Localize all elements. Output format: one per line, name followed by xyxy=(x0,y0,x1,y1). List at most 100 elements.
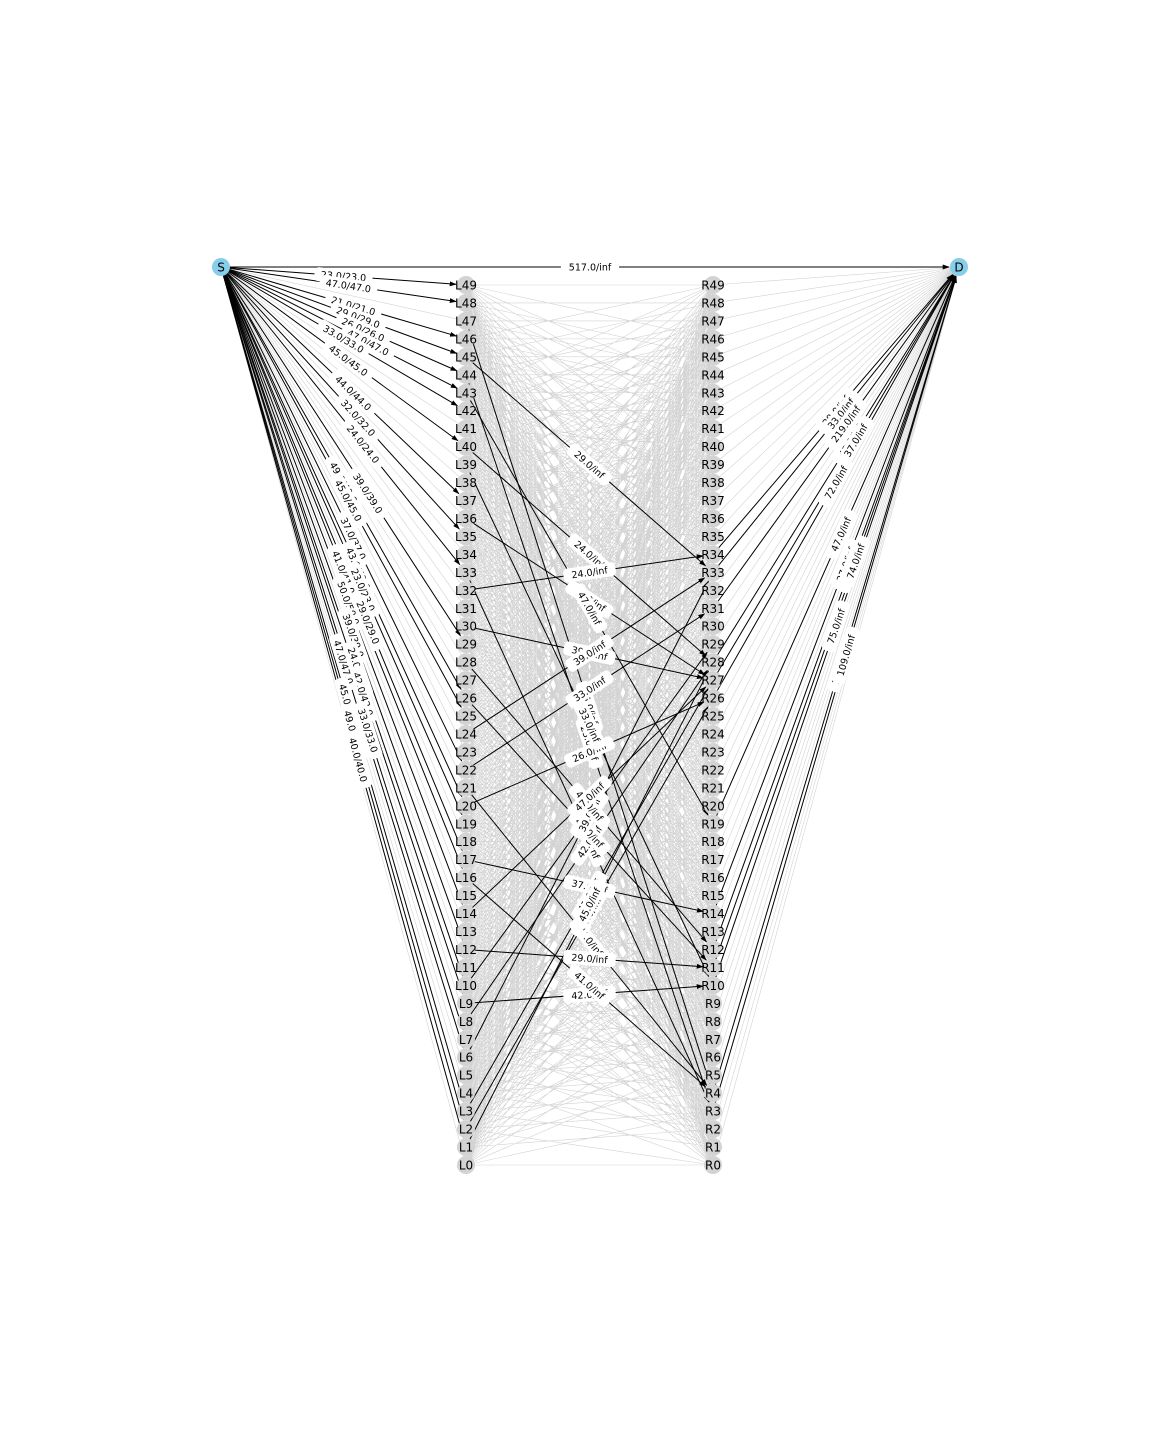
edge-l12-r11-label: 29.0/inf xyxy=(563,950,616,968)
node-r2-label: R2 xyxy=(705,1123,721,1137)
node-l27-label: L27 xyxy=(455,674,477,688)
node-l39: L39 xyxy=(455,456,477,474)
node-r48: R48 xyxy=(701,294,725,312)
node-l24: L24 xyxy=(455,725,477,743)
node-l43-label: L43 xyxy=(455,386,477,400)
node-r24: R24 xyxy=(701,725,725,743)
node-l33-label: L33 xyxy=(455,566,477,580)
node-l17: L17 xyxy=(455,851,477,869)
node-l47: L47 xyxy=(455,312,477,330)
node-l49: L49 xyxy=(455,276,477,294)
node-l49-label: L49 xyxy=(455,279,477,293)
node-r7: R7 xyxy=(704,1030,722,1048)
node-l7-label: L7 xyxy=(459,1033,473,1047)
node-l30-label: L30 xyxy=(455,620,477,634)
node-l6-label: L6 xyxy=(459,1051,473,1065)
node-r47-label: R47 xyxy=(701,314,725,328)
node-r30-label: R30 xyxy=(701,620,725,634)
node-r20: R20 xyxy=(701,797,725,815)
node-l18: L18 xyxy=(455,833,477,851)
node-l30: L30 xyxy=(455,617,477,635)
node-r11: R11 xyxy=(701,958,725,976)
node-l14-label: L14 xyxy=(455,907,477,921)
node-l19: L19 xyxy=(455,815,477,833)
node-l1: L1 xyxy=(457,1138,475,1156)
node-r37: R37 xyxy=(701,492,725,510)
node-l14: L14 xyxy=(455,905,477,923)
node-r21: R21 xyxy=(701,779,725,797)
node-sink: D xyxy=(950,258,968,276)
node-l35: L35 xyxy=(455,527,477,545)
node-l29-label: L29 xyxy=(455,638,477,652)
node-r5-label: R5 xyxy=(705,1069,721,1083)
node-r49: R49 xyxy=(701,276,725,294)
node-r15: R15 xyxy=(701,887,725,905)
edge-label-text: 517.0/inf xyxy=(569,263,612,274)
node-l33: L33 xyxy=(455,563,477,581)
node-r2: R2 xyxy=(704,1120,722,1138)
node-l26-label: L26 xyxy=(455,692,477,706)
node-r39: R39 xyxy=(701,456,725,474)
node-l32: L32 xyxy=(455,581,477,599)
node-l28-label: L28 xyxy=(455,656,477,670)
node-l13: L13 xyxy=(455,923,477,941)
node-l19-label: L19 xyxy=(455,817,477,831)
node-r49-label: R49 xyxy=(701,279,725,293)
node-l46: L46 xyxy=(455,330,477,348)
node-l9: L9 xyxy=(457,994,475,1012)
node-l12: L12 xyxy=(455,940,477,958)
node-r14: R14 xyxy=(701,905,725,923)
node-r3-label: R3 xyxy=(705,1105,721,1119)
node-r5: R5 xyxy=(704,1066,722,1084)
node-l23-label: L23 xyxy=(455,745,477,759)
node-r40-label: R40 xyxy=(701,440,725,454)
node-r29: R29 xyxy=(701,635,725,653)
node-l38-label: L38 xyxy=(455,476,477,490)
node-r37-label: R37 xyxy=(701,494,725,508)
node-l16-label: L16 xyxy=(455,871,477,885)
node-l3-label: L3 xyxy=(459,1105,473,1119)
node-l34: L34 xyxy=(455,545,477,563)
node-l27: L27 xyxy=(455,671,477,689)
node-r41-label: R41 xyxy=(701,422,725,436)
node-l41-label: L41 xyxy=(455,422,477,436)
node-r16: R16 xyxy=(701,869,725,887)
node-l17-label: L17 xyxy=(455,853,477,867)
node-l4-label: L4 xyxy=(459,1087,473,1101)
node-r19: R19 xyxy=(701,815,725,833)
node-r18: R18 xyxy=(701,833,725,851)
node-l23: L23 xyxy=(455,743,477,761)
node-r20-label: R20 xyxy=(701,799,725,813)
node-r13-label: R13 xyxy=(701,925,725,939)
node-r39-label: R39 xyxy=(701,458,725,472)
node-l24-label: L24 xyxy=(455,727,477,741)
node-r10-label: R10 xyxy=(701,979,725,993)
node-l29: L29 xyxy=(455,635,477,653)
node-l22: L22 xyxy=(455,761,477,779)
edge-s-d-label: 517.0/inf xyxy=(561,260,619,274)
node-l37: L37 xyxy=(455,492,477,510)
node-l8-label: L8 xyxy=(459,1015,473,1029)
node-r31-label: R31 xyxy=(701,602,725,616)
node-l43: L43 xyxy=(455,384,477,402)
node-l0-label: L0 xyxy=(459,1159,473,1173)
node-l25: L25 xyxy=(455,707,477,725)
node-l4: L4 xyxy=(457,1084,475,1102)
node-r32-label: R32 xyxy=(701,584,725,598)
node-r12: R12 xyxy=(701,940,725,958)
node-r43: R43 xyxy=(701,384,725,402)
node-l10: L10 xyxy=(455,976,477,994)
node-r26-label: R26 xyxy=(701,692,725,706)
node-l36-label: L36 xyxy=(455,512,477,526)
node-l8: L8 xyxy=(457,1012,475,1030)
node-l34-label: L34 xyxy=(455,548,477,562)
node-l39-label: L39 xyxy=(455,458,477,472)
node-r27-label: R27 xyxy=(701,674,725,688)
node-r16-label: R16 xyxy=(701,871,725,885)
node-l9-label: L9 xyxy=(459,997,473,1011)
node-l6: L6 xyxy=(457,1048,475,1066)
node-l1-label: L1 xyxy=(459,1141,473,1155)
node-r10: R10 xyxy=(701,976,725,994)
node-r18-label: R18 xyxy=(701,835,725,849)
